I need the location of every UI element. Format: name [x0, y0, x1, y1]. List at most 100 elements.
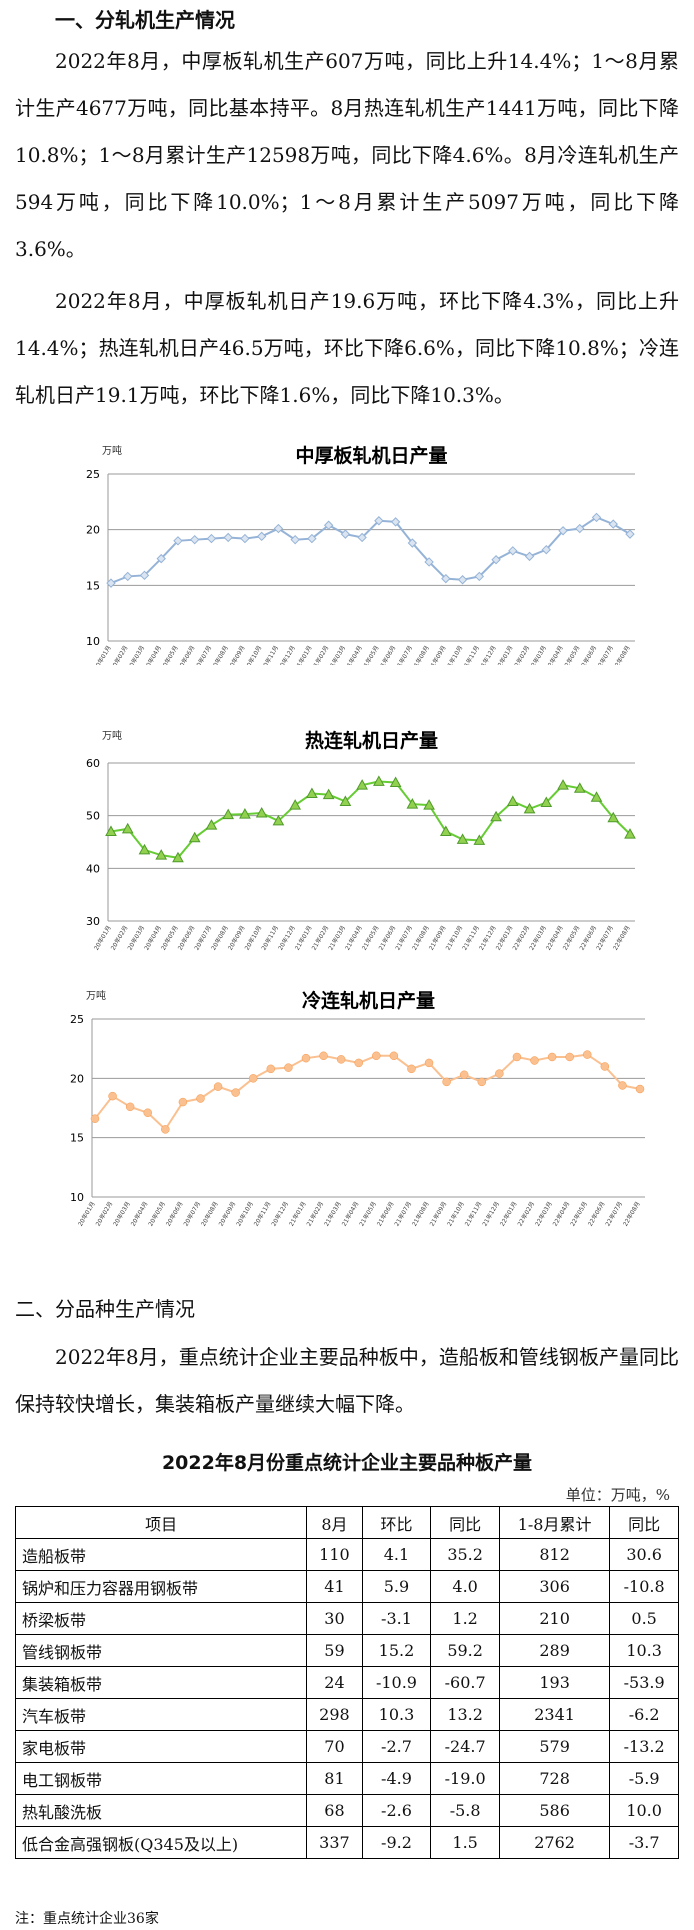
marker — [439, 825, 452, 836]
table-cell: -2.6 — [361, 1794, 432, 1827]
marker — [424, 1058, 434, 1068]
x-tick-label: 22年05月 — [568, 1200, 589, 1228]
table-cell: 30.6 — [609, 1538, 679, 1571]
marker — [161, 1125, 170, 1134]
x-tick-label: 21年05月 — [357, 1200, 378, 1228]
marker — [266, 1064, 276, 1074]
table-row: 造船板带 110 4.1 35.2 812 30.6 — [14, 1538, 679, 1571]
marker — [547, 1052, 557, 1062]
x-tick-label: 21年01月 — [293, 644, 314, 665]
series-line — [110, 516, 631, 585]
section-heading: 一、分轧机生产情况 — [55, 8, 235, 32]
x-tick-label: 21年02月 — [305, 1200, 326, 1228]
x-tick-label: 22年06月 — [578, 644, 599, 665]
table-row: 桥梁板带 30 -3.1 1.2 210 0.5 — [14, 1602, 679, 1635]
marker — [108, 1091, 117, 1101]
marker — [323, 520, 334, 530]
series-line — [110, 780, 631, 859]
marker — [222, 808, 235, 820]
table-cell: 30 — [306, 1602, 363, 1635]
x-tick-label: 21年02月 — [310, 644, 331, 665]
table-row: 电工钢板带 81 -4.9 -19.0 728 -5.9 — [14, 1762, 679, 1795]
table-cell: 728 — [498, 1762, 611, 1795]
marker — [374, 516, 384, 526]
x-tick-label: 20年07月 — [193, 644, 214, 665]
y-tick-label: 20 — [70, 1072, 84, 1085]
marker — [231, 1088, 240, 1097]
table-title: 2022年8月份重点统计企业主要品种板产量 — [161, 1452, 533, 1474]
table-cell: -3.1 — [361, 1602, 432, 1635]
table-row: 热轧酸洗板 68 -2.6 -5.8 586 10.0 — [14, 1794, 679, 1827]
marker — [389, 776, 402, 787]
x-tick-label: 20年08月 — [209, 644, 230, 665]
table-cell: 汽车板带 — [14, 1698, 308, 1731]
marker — [284, 1063, 293, 1072]
table-cell: 1.2 — [430, 1602, 500, 1635]
x-tick-label: 20年06月 — [176, 644, 197, 665]
marker — [213, 1082, 223, 1091]
x-tick-label: 21年09月 — [428, 1200, 449, 1228]
x-tick-label: 21年07月 — [393, 1200, 414, 1228]
x-tick-label: 20年11月 — [252, 1200, 273, 1228]
marker — [156, 553, 166, 564]
x-tick-label: 20年01月 — [76, 1200, 97, 1228]
marker — [424, 557, 434, 567]
marker — [196, 1094, 205, 1103]
chart-title: 中厚板轧机日产量 — [295, 444, 447, 467]
table-cell: -19.0 — [430, 1762, 500, 1795]
table-cell: 68 — [306, 1794, 363, 1827]
marker — [591, 512, 602, 523]
table-cell: -53.9 — [609, 1666, 679, 1699]
marker — [90, 1114, 100, 1123]
table-cell: -4.9 — [361, 1762, 432, 1795]
marker — [530, 1056, 539, 1065]
marker — [121, 822, 134, 834]
marker — [339, 795, 352, 806]
x-tick-label: 22年08月 — [611, 644, 632, 665]
table: 项目 8月 环比 同比 1-8月累计 同比 造船板带 110 4.1 35.2 812 30.6 锅炉… — [14, 1506, 679, 1859]
table-row: 家电板带 70 -2.7 -24.7 579 -13.2 — [14, 1730, 679, 1763]
x-tick-label: 21年04月 — [343, 644, 364, 665]
marker — [205, 819, 218, 830]
x-tick-label: 20年07月 — [182, 1200, 203, 1228]
marker — [590, 791, 603, 802]
y-tick-label: 40 — [86, 862, 100, 875]
y-tick-label: 30 — [86, 915, 100, 928]
marker — [354, 1058, 363, 1068]
marker — [105, 825, 117, 836]
marker — [272, 814, 285, 826]
table-cell: 2341 — [498, 1698, 611, 1731]
x-tick-label: 20年03月 — [111, 1200, 132, 1228]
section-heading: 二、分品种生产情况 — [15, 1297, 195, 1321]
table-cell: -9.2 — [361, 1826, 432, 1859]
table-cell: 579 — [498, 1730, 611, 1763]
x-tick-label: 22年01月 — [494, 644, 515, 665]
y-tick-label: 15 — [86, 579, 100, 592]
marker — [340, 529, 351, 539]
x-tick-label: 20年02月 — [94, 1200, 115, 1228]
x-tick-label: 22年08月 — [621, 1200, 642, 1228]
table-cell: 10.3 — [609, 1634, 679, 1667]
marker — [573, 782, 586, 793]
marker — [322, 788, 335, 800]
marker — [125, 1102, 135, 1112]
x-tick-label: 22年07月 — [594, 644, 615, 665]
y-tick-label: 15 — [70, 1132, 84, 1145]
table-cell: 59.2 — [430, 1634, 500, 1667]
x-tick-label: 22年07月 — [604, 1200, 625, 1228]
table-cell: 电工钢板带 — [14, 1762, 308, 1795]
table-cell: 15.2 — [361, 1634, 432, 1667]
table-row: 汽车板带 298 10.3 13.2 2341 -6.2 — [14, 1698, 679, 1731]
y-tick-label: 10 — [70, 1191, 84, 1204]
table-cell: 41 — [306, 1570, 363, 1603]
table-cell: 造船板带 — [14, 1538, 308, 1571]
marker — [223, 532, 233, 543]
table-cell: 集装箱板带 — [14, 1666, 308, 1699]
y-tick-label: 25 — [70, 1013, 84, 1026]
table-cell: 锅炉和压力容器用钢板带 — [14, 1570, 308, 1603]
marker — [512, 1052, 522, 1062]
marker — [557, 779, 569, 790]
x-tick-label: 21年03月 — [322, 1200, 343, 1228]
x-tick-label: 20年09月 — [217, 1200, 238, 1228]
